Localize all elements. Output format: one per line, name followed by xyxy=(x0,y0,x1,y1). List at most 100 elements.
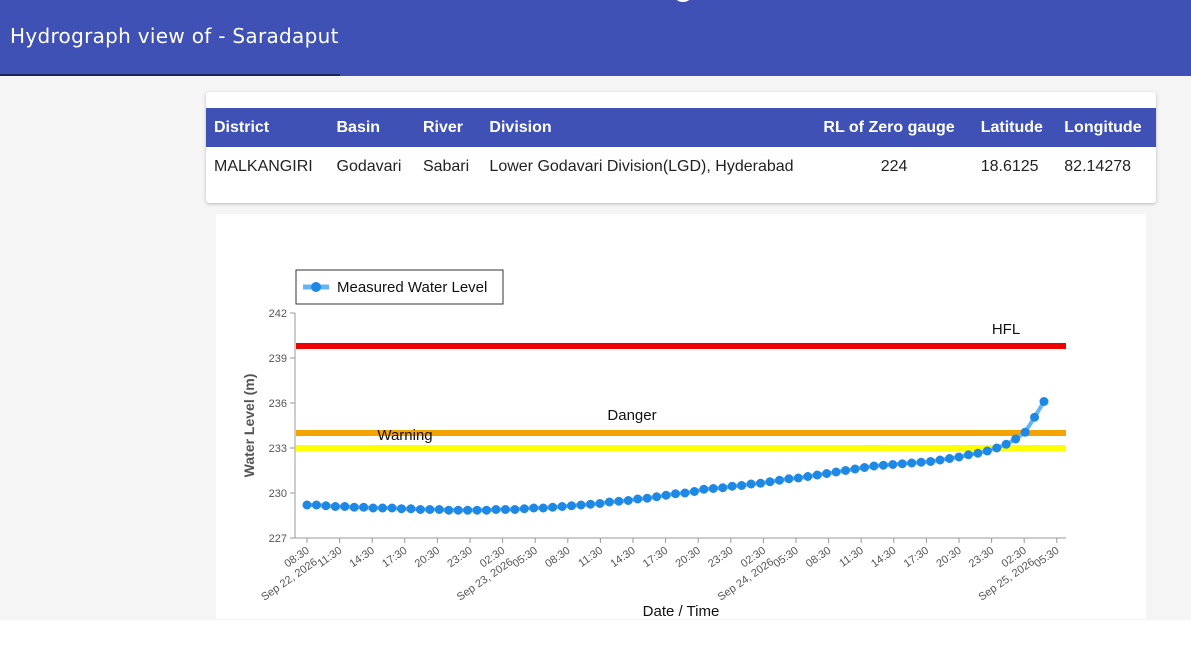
y-tick-label: 242 xyxy=(269,308,287,320)
data-point xyxy=(689,487,699,496)
data-point xyxy=(935,455,945,465)
data-point xyxy=(510,505,520,514)
data-point xyxy=(557,502,567,511)
data-point xyxy=(472,505,482,515)
header-tab-indicator xyxy=(676,0,690,2)
data-point xyxy=(727,481,737,491)
cell-district: MALKANGIRI xyxy=(214,158,313,175)
col-header-latitude: Latitude xyxy=(972,108,1057,147)
data-point xyxy=(633,494,643,504)
x-tick-time: 08:30 xyxy=(804,545,833,571)
station-info-card: District Basin River Division RL of Zero… xyxy=(206,92,1156,203)
data-point xyxy=(888,460,898,469)
x-tick-label: 14:30 xyxy=(347,545,376,571)
data-point xyxy=(378,503,388,513)
data-point xyxy=(963,450,973,460)
legend-box xyxy=(295,269,504,305)
data-point xyxy=(850,464,860,474)
x-tick-label: 11:30 xyxy=(837,545,866,570)
x-tick-time: 17:30 xyxy=(380,545,409,571)
data-point xyxy=(406,504,416,514)
data-point xyxy=(841,466,851,475)
data-point xyxy=(954,452,964,462)
data-point xyxy=(831,467,841,477)
data-point xyxy=(425,505,435,514)
col-header-basin: Basin xyxy=(328,108,415,147)
cell-longitude: 82.14278 xyxy=(1064,158,1132,175)
page-footer-strip xyxy=(0,620,1191,645)
x-tick-label: 08:30 xyxy=(804,545,833,571)
data-point xyxy=(302,500,312,510)
x-tick-time: 05:30 xyxy=(510,545,539,571)
station-info-table: District Basin River Division RL of Zero… xyxy=(206,108,1156,187)
data-point xyxy=(491,505,501,514)
cell-rl-zero-gauge: 224 xyxy=(880,158,908,175)
data-point xyxy=(671,489,680,499)
x-tick-label: 17:30 xyxy=(902,545,931,571)
data-point xyxy=(604,497,614,507)
x-tick-time: 11:30 xyxy=(316,545,345,570)
data-point xyxy=(1020,427,1030,437)
x-tick-time: 23:30 xyxy=(967,545,996,571)
x-tick-label: 08:30 xyxy=(543,545,572,571)
x-tick-time: 14:30 xyxy=(869,545,898,571)
threshold-label-warning: Warning xyxy=(377,427,432,444)
data-point xyxy=(642,493,652,503)
data-point xyxy=(311,500,321,510)
hydrograph-panel: 227 230 233 236 239 242 Water Level (m) 08:30Se… xyxy=(216,214,1146,620)
data-point xyxy=(746,479,756,489)
y-tick-label: 227 xyxy=(269,533,287,545)
x-tick-label: 14:30 xyxy=(608,545,637,571)
data-point xyxy=(812,470,822,480)
data-point xyxy=(784,474,794,484)
table-row: MALKANGIRI Godavari Sabari Lower Godavar… xyxy=(206,147,1156,187)
data-point xyxy=(368,503,378,513)
data-point xyxy=(1011,434,1021,444)
data-point xyxy=(652,492,662,502)
cell-latitude: 18.6125 xyxy=(980,158,1039,175)
data-point xyxy=(982,446,992,456)
data-point xyxy=(869,461,879,471)
x-tick-label: 11:30 xyxy=(316,545,345,570)
x-tick-label: 14:30 xyxy=(869,545,898,571)
data-point xyxy=(859,463,869,472)
x-tick-time: 20:30 xyxy=(934,545,963,571)
col-header-district: District xyxy=(206,108,329,147)
col-header-river: River xyxy=(414,108,482,147)
data-point xyxy=(500,505,510,514)
x-tick-time: 23:30 xyxy=(706,545,735,571)
x-tick-label: 05:30 xyxy=(510,545,539,571)
col-header-rl-zero-gauge: RL of Zero gauge xyxy=(815,108,973,147)
data-point xyxy=(623,496,633,505)
data-point xyxy=(897,459,907,469)
data-point xyxy=(519,504,529,514)
x-tick-label: 23:30 xyxy=(967,545,996,571)
data-point xyxy=(463,505,473,515)
x-tick-label: 23:30 xyxy=(706,545,735,571)
x-tick-time: 20:30 xyxy=(413,545,442,571)
x-tick-label: 05:30 xyxy=(771,545,800,571)
y-tick-label: 236 xyxy=(269,398,287,410)
data-point xyxy=(973,448,983,458)
data-point xyxy=(330,502,340,511)
data-point xyxy=(340,502,350,511)
data-point xyxy=(737,481,747,490)
data-point xyxy=(321,501,331,511)
data-point xyxy=(614,496,624,506)
x-tick-time: 14:30 xyxy=(608,545,637,571)
data-point xyxy=(529,503,539,513)
x-tick-time: 05:30 xyxy=(771,545,800,571)
data-point xyxy=(765,477,775,487)
data-point xyxy=(567,501,577,511)
data-point xyxy=(1030,412,1040,422)
data-point xyxy=(708,484,718,493)
station-info-header-row: District Basin River Division RL of Zero… xyxy=(206,108,1156,147)
data-point xyxy=(434,505,444,514)
data-point xyxy=(718,483,728,493)
x-tick-label: 17:30 xyxy=(380,545,409,571)
hydrograph-chart: 227 230 233 236 239 242 Water Level (m) 08:30Se… xyxy=(241,269,1066,620)
data-point xyxy=(916,457,926,467)
threshold-label-danger: Danger xyxy=(607,407,656,424)
data-point xyxy=(349,502,359,512)
x-tick-time: 23:30 xyxy=(445,545,474,571)
